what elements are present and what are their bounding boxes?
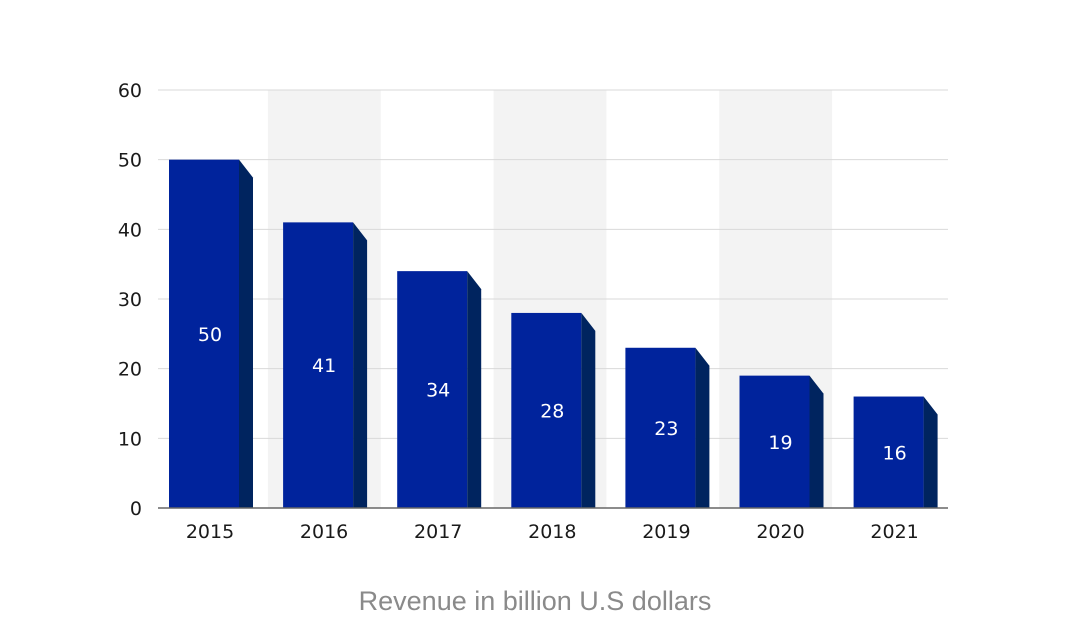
x-tick-label: 2015 — [186, 521, 234, 543]
bar-2015 — [169, 159, 239, 508]
y-axis-ticks: 0 10 20 30 40 50 60 — [118, 80, 142, 520]
y-tick-label: 0 — [130, 498, 142, 520]
data-label: 19 — [768, 432, 792, 454]
x-tick-label: 2018 — [528, 521, 576, 543]
data-label: 28 — [540, 400, 564, 422]
bar-group-2016: 41 — [283, 222, 368, 508]
bar-2016 — [283, 222, 354, 508]
bar-group-2018: 28 — [511, 312, 596, 508]
y-tick-label: 30 — [118, 289, 142, 311]
bar-side-2017 — [467, 271, 482, 508]
bar-2019 — [625, 347, 696, 508]
bar-2018 — [511, 312, 582, 508]
bar-side-2019 — [695, 347, 710, 508]
x-tick-label: 2017 — [414, 521, 462, 543]
bar-2017 — [397, 271, 468, 508]
x-axis-title: Revenue in billion U.S dollars — [359, 586, 712, 616]
data-label: 41 — [312, 355, 336, 377]
y-tick-label: 10 — [118, 428, 142, 450]
data-label: 23 — [654, 418, 678, 440]
y-tick-label: 20 — [118, 359, 142, 381]
x-tick-label: 2021 — [870, 521, 918, 543]
bar-side-2021 — [923, 396, 938, 508]
bar-2021 — [853, 396, 924, 508]
data-label: 50 — [198, 324, 222, 346]
x-tick-label: 2019 — [642, 521, 690, 543]
bar-group-2015: 50 — [169, 159, 253, 508]
bar-side-2016 — [353, 222, 368, 508]
y-tick-label: 40 — [118, 219, 142, 241]
bar-group-2020: 19 — [739, 375, 824, 508]
x-tick-label: 2020 — [756, 521, 804, 543]
bar-2020 — [739, 375, 810, 508]
data-label: 16 — [883, 442, 907, 464]
bar-group-2021: 16 — [853, 396, 938, 508]
bar-side-2015 — [239, 159, 253, 508]
y-tick-label: 50 — [118, 150, 142, 172]
bar-side-2018 — [581, 312, 596, 508]
x-axis-ticks: 2015 2016 2017 2018 2019 2020 2021 — [186, 521, 919, 543]
bar-group-2019: 23 — [625, 347, 710, 508]
bars: 50 41 34 28 23 19 16 — [169, 159, 938, 508]
bar-side-2020 — [809, 375, 824, 508]
y-tick-label: 60 — [118, 80, 142, 102]
bar-group-2017: 34 — [397, 271, 482, 508]
x-tick-label: 2016 — [300, 521, 348, 543]
data-label: 34 — [426, 380, 450, 402]
